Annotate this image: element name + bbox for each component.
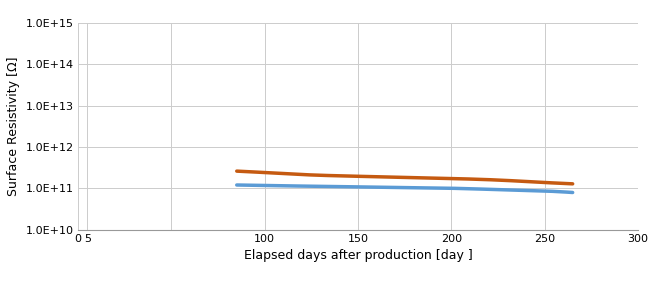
- A25 Sliced surface: [516, 179, 524, 183]
- A25 Sliced surface: [569, 182, 577, 186]
- Line: A25 Sliced surface: A25 Sliced surface: [237, 171, 573, 184]
- A25 Skin surface: [438, 186, 446, 190]
- A25 Sliced surface: [433, 177, 441, 180]
- A25 Skin surface: [433, 186, 441, 190]
- A25 Sliced surface: [432, 177, 439, 180]
- A25 Skin surface: [233, 183, 241, 187]
- A25 Sliced surface: [234, 169, 242, 173]
- A25 Sliced surface: [438, 177, 446, 180]
- A25 Skin surface: [234, 183, 242, 187]
- A25 Sliced surface: [233, 169, 241, 173]
- A25 Skin surface: [569, 191, 577, 194]
- Y-axis label: Surface Resistivity [Ω]: Surface Resistivity [Ω]: [7, 57, 20, 196]
- X-axis label: Elapsed days after production [day ]: Elapsed days after production [day ]: [243, 249, 473, 262]
- A25 Skin surface: [537, 189, 545, 193]
- Line: A25 Skin surface: A25 Skin surface: [237, 185, 573, 193]
- A25 Skin surface: [516, 189, 524, 192]
- A25 Sliced surface: [537, 181, 545, 184]
- A25 Skin surface: [432, 186, 439, 190]
